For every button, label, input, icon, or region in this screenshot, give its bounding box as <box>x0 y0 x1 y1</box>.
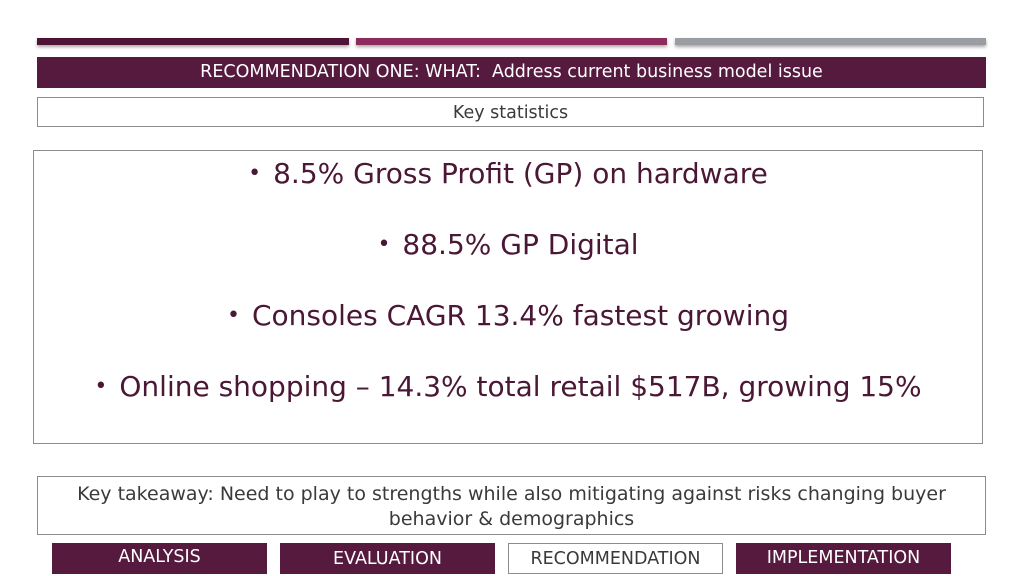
key-statistics-label: Key statistics <box>37 97 984 127</box>
stat-text: 8.5% Gross Profit (GP) on hardware <box>273 157 768 190</box>
tab-evaluation[interactable]: EVALUATION <box>280 543 495 574</box>
accent-bar-1 <box>37 38 349 45</box>
bullet-icon: • <box>248 161 262 186</box>
bullet-icon: • <box>94 374 108 399</box>
stat-item: • Consoles CAGR 13.4% fastest growing <box>34 298 982 334</box>
accent-bar-3 <box>675 38 986 45</box>
tab-recommendation[interactable]: RECOMMENDATION <box>508 543 723 574</box>
stat-text: 88.5% GP Digital <box>402 228 639 261</box>
bullet-icon: • <box>377 232 391 257</box>
accent-bar-2 <box>356 38 667 45</box>
key-takeaway: Key takeaway: Need to play to strengths … <box>37 476 986 535</box>
tab-analysis[interactable]: ANALYSIS <box>52 543 267 574</box>
key-statistics-box: • 8.5% Gross Profit (GP) on hardware • 88.… <box>33 150 983 444</box>
tab-implementation[interactable]: IMPLEMENTATION <box>736 543 951 574</box>
stat-item: • 8.5% Gross Profit (GP) on hardware <box>34 156 982 192</box>
stat-text: Consoles CAGR 13.4% fastest growing <box>251 299 789 332</box>
bullet-icon: • <box>226 303 240 328</box>
stat-text: Online shopping – 14.3% total retail $51… <box>119 370 922 403</box>
slide-title: RECOMMENDATION ONE: WHAT: Address curren… <box>37 57 986 88</box>
stat-item: • Online shopping – 14.3% total retail $5… <box>34 369 982 405</box>
stat-item: • 88.5% GP Digital <box>34 227 982 263</box>
